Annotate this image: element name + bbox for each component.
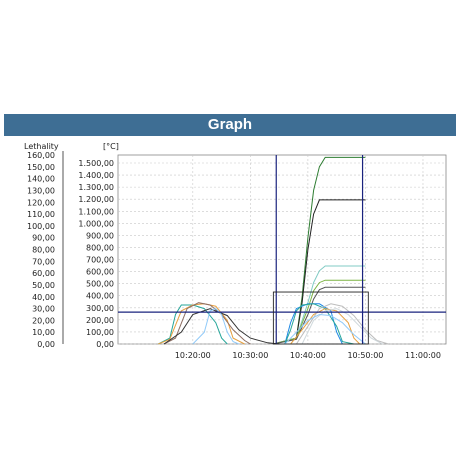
series-line	[163, 302, 251, 345]
left-tick-label: 160,00	[27, 151, 55, 160]
left-tick-label: 110,00	[27, 210, 55, 219]
left-tick-label: 100,00	[27, 222, 55, 231]
chart-axes: 160,00 150,00 140,00 130,00 120,00 110,00 100,…	[27, 151, 441, 360]
right-tick-label: 300,00	[86, 304, 114, 313]
right-tick-label: 1.100,00	[78, 207, 114, 216]
right-tick-label: 400,00	[86, 292, 114, 301]
right-tick-label: 1.400,00	[78, 171, 114, 180]
series-line	[284, 303, 355, 345]
left-tick-label: 70,00	[32, 257, 55, 266]
left-tick-label: 80,00	[32, 246, 55, 255]
chart-markers	[118, 155, 446, 345]
left-tick-label: 40,00	[32, 293, 55, 302]
page-title: Graph	[4, 114, 456, 136]
left-tick-label: 60,00	[32, 269, 55, 278]
left-tick-label: 150,00	[27, 163, 55, 172]
x-tick-label: 10:50:00	[347, 351, 383, 360]
left-tick-label: 120,00	[27, 198, 55, 207]
right-tick-label: 1.200,00	[78, 195, 114, 204]
left-axis-label: Lethality	[24, 142, 59, 151]
right-tick-label: 900,00	[86, 231, 114, 240]
right-tick-label: 600,00	[86, 268, 114, 277]
x-tick-label: 11:00:00	[405, 351, 441, 360]
zoom-selection-box	[272, 291, 369, 345]
series-line	[163, 308, 280, 345]
left-tick-label: 0,00	[37, 340, 55, 349]
x-tick-label: 10:20:00	[175, 351, 211, 360]
right-tick-label: 1.300,00	[78, 183, 114, 192]
left-tick-label: 30,00	[32, 305, 55, 314]
series-line	[284, 313, 366, 345]
left-tick-label: 140,00	[27, 175, 55, 184]
right-tick-label: 1.000,00	[78, 219, 114, 228]
x-tick-label: 10:40:00	[290, 351, 326, 360]
right-tick-label: 200,00	[86, 316, 114, 325]
right-axis-label: [°C]	[103, 142, 119, 151]
left-tick-label: 90,00	[32, 234, 55, 243]
right-tick-label: 100,00	[86, 328, 114, 337]
right-tick-label: 800,00	[86, 243, 114, 252]
left-tick-label: 10,00	[32, 328, 55, 337]
left-tick-label: 50,00	[32, 281, 55, 290]
chart-grid	[117, 154, 447, 345]
right-tick-label: 1.500,00	[78, 159, 114, 168]
series-line	[273, 279, 366, 345]
right-tick-label: 700,00	[86, 256, 114, 265]
series-line	[295, 303, 389, 345]
right-tick-label: 500,00	[86, 280, 114, 289]
plot-area	[117, 154, 447, 345]
series-line	[273, 286, 366, 345]
x-tick-label: 10:30:00	[232, 351, 268, 360]
left-tick-label: 130,00	[27, 186, 55, 195]
left-tick-label: 20,00	[32, 316, 55, 325]
right-tick-label: 0,00	[96, 340, 114, 349]
